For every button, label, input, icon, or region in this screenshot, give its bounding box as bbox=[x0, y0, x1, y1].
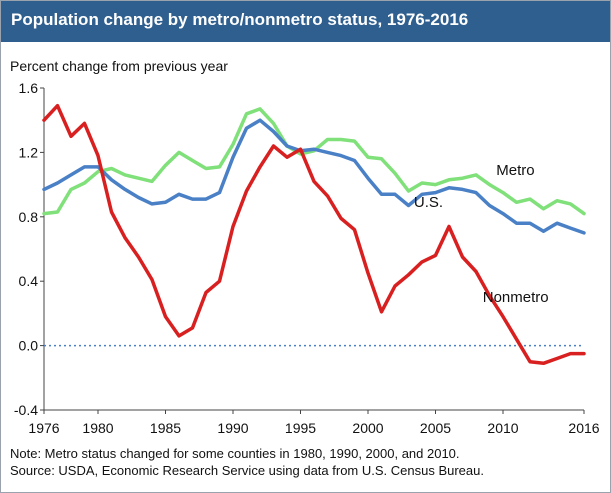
y-tick-label: 0.0 bbox=[19, 338, 39, 354]
x-tick-label: 2005 bbox=[420, 420, 451, 436]
x-tick-label: 1995 bbox=[285, 420, 316, 436]
series-annotation: Metro bbox=[496, 162, 534, 179]
x-tick-label: 1976 bbox=[28, 420, 59, 436]
x-tick-label: 2000 bbox=[352, 420, 383, 436]
x-tick-label: 2016 bbox=[568, 420, 599, 436]
x-tick-label: 2010 bbox=[487, 420, 518, 436]
series-line-u-s bbox=[42, 118, 586, 235]
chart-note: Note: Metro status changed for some coun… bbox=[10, 446, 460, 461]
chart-title: Population change by metro/nonmetro stat… bbox=[11, 10, 469, 29]
title-bar: Population change by metro/nonmetro stat… bbox=[1, 1, 610, 42]
y-tick-label: 0.4 bbox=[19, 273, 39, 289]
series-annotation: Nonmetro bbox=[483, 289, 549, 306]
series-annotation: U.S. bbox=[414, 194, 443, 211]
x-tick-label: 1990 bbox=[217, 420, 248, 436]
chart-source: Source: USDA, Economic Research Service … bbox=[10, 463, 484, 478]
y-axis-label: Percent change from previous year bbox=[10, 58, 228, 74]
series-line-nonmetro bbox=[42, 103, 586, 366]
x-tick-label: 1980 bbox=[82, 420, 113, 436]
y-tick-label: 1.6 bbox=[19, 80, 39, 96]
y-tick-label: -0.4 bbox=[14, 402, 38, 418]
y-tick-label: 0.8 bbox=[19, 209, 39, 225]
y-tick-label: 1.2 bbox=[19, 144, 39, 160]
x-tick-label: 1985 bbox=[150, 420, 181, 436]
